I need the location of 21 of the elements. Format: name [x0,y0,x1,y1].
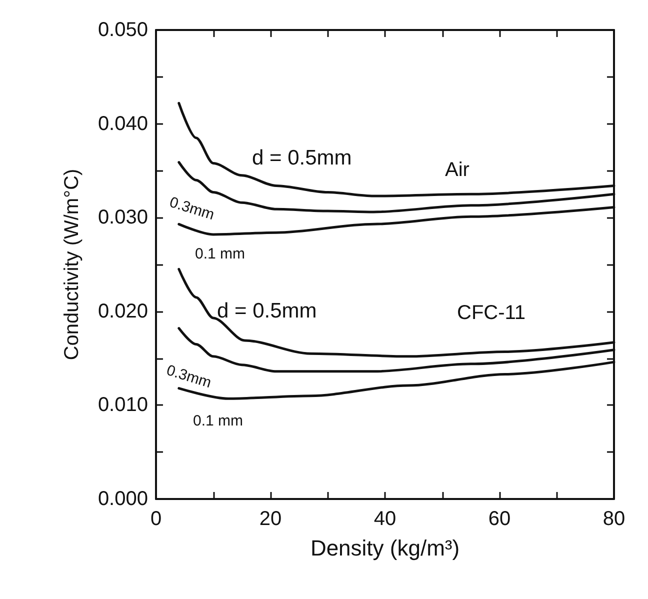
y-axis-title: Conductivity (W/m°C) [61,168,83,360]
x-tick-label: 60 [488,508,511,530]
x-tick-label: 20 [259,508,282,530]
annotation: 0.3mm [164,362,214,392]
x-tick-label: 80 [602,508,626,530]
x-tick-label: 0 [150,508,162,530]
annotation: d = 0.5mm [252,146,352,170]
y-tick-label: 0.040 [98,112,148,135]
x-tick-label: 40 [374,508,396,530]
y-tick-label: 0.010 [98,394,148,416]
annotation: 0.1 mm [195,246,246,262]
y-tick-label: 0.020 [98,300,148,322]
annotation: d = 0.5mm [217,300,317,322]
y-tick-label: 0.000 [98,488,148,510]
annotation: 0.1 mm [193,412,244,430]
y-tick-label: 0.050 [98,19,148,41]
y-tick-label: 0.030 [98,206,148,229]
annotation: 0.3mm [167,194,216,224]
x-axis-title: Density (kg/m³) [310,536,460,560]
annotation: CFC-11 [457,302,526,324]
annotation: Air [445,159,470,181]
